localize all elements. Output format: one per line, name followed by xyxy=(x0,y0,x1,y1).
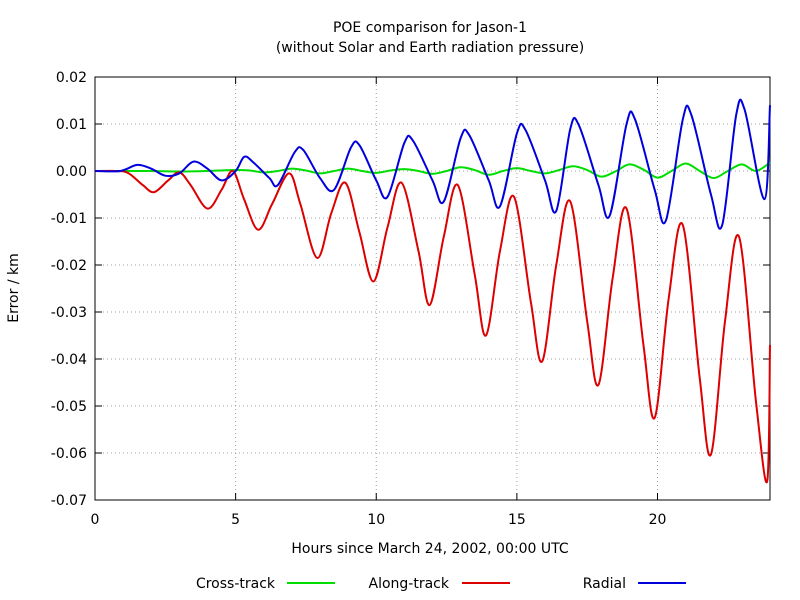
series-lines xyxy=(94,98,771,484)
plot-frame xyxy=(94,76,771,501)
legend-label-cross-track: Cross-track xyxy=(196,576,276,592)
y-tick-label: 0.02 xyxy=(56,70,87,86)
grid-lines xyxy=(95,77,770,500)
y-tick-label: -0.06 xyxy=(51,446,87,462)
legend-label-radial: Radial xyxy=(583,576,626,592)
along-track-series-line xyxy=(94,169,771,484)
y-tick-label: 0.01 xyxy=(56,117,87,133)
y-tick-label: 0.00 xyxy=(56,164,87,180)
x-tick-label: 15 xyxy=(508,512,526,528)
chart-subtitle: (without Solar and Earth radiation press… xyxy=(276,40,584,56)
radial-series-line xyxy=(94,98,771,230)
y-tick-label: -0.07 xyxy=(51,493,87,509)
x-tick-label: 10 xyxy=(367,512,385,528)
x-tick-label: 20 xyxy=(649,512,667,528)
legend-label-along-track: Along-track xyxy=(369,576,450,592)
y-tick-label: -0.01 xyxy=(51,211,87,227)
legend: Cross-track Along-track Radial xyxy=(196,576,686,592)
y-tick-label: -0.03 xyxy=(51,305,87,321)
y-axis-label: Error / km xyxy=(6,253,22,323)
x-axis-label: Hours since March 24, 2002, 00:00 UTC xyxy=(291,541,568,557)
y-tick-label: -0.05 xyxy=(51,399,87,415)
y-tick-label: -0.02 xyxy=(51,258,87,274)
x-tick-label: 0 xyxy=(91,512,100,528)
axes: 0 5 10 15 20 0.02 0.01 0.00 -0.01 -0.02 -0.03 -0.04… xyxy=(51,70,770,528)
x-tick-label: 5 xyxy=(231,512,240,528)
y-tick-label: -0.04 xyxy=(51,352,87,368)
cross-track-series-line xyxy=(94,161,771,180)
chart-title: POE comparison for Jason-1 xyxy=(333,20,527,36)
